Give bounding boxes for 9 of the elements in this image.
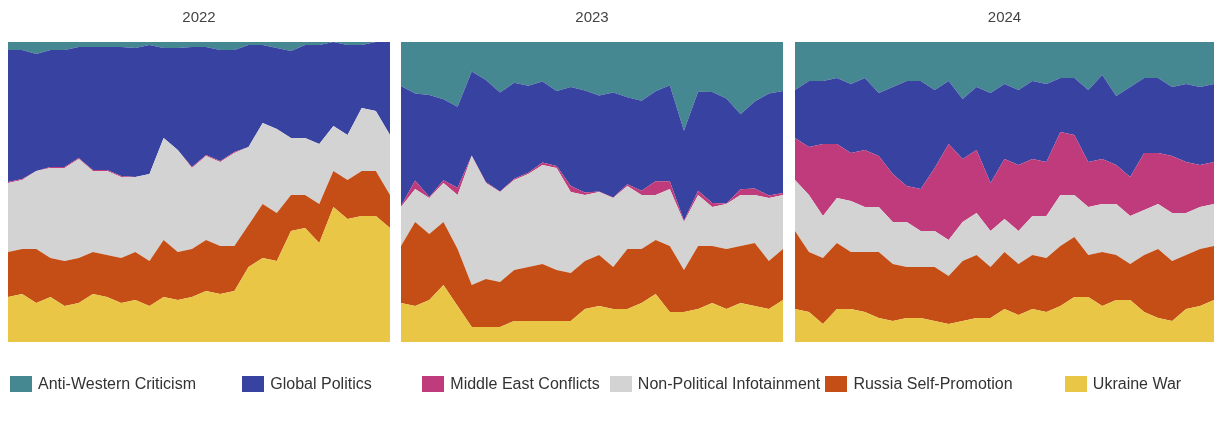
chart-title: 2023	[574, 7, 610, 27]
legend-label: Global Politics	[270, 374, 372, 394]
legend-label: Ukraine War	[1092, 374, 1182, 394]
chart-title: 2022	[181, 7, 217, 27]
legend-label: Anti-Western Criticism	[38, 374, 196, 394]
chart-title: 2024	[986, 7, 1023, 27]
legend-label: Middle East Conflicts	[450, 374, 600, 394]
legend-label: Russia Self-Promotion	[853, 374, 1013, 394]
legend-label: Non-Political Infotainment	[637, 374, 821, 394]
